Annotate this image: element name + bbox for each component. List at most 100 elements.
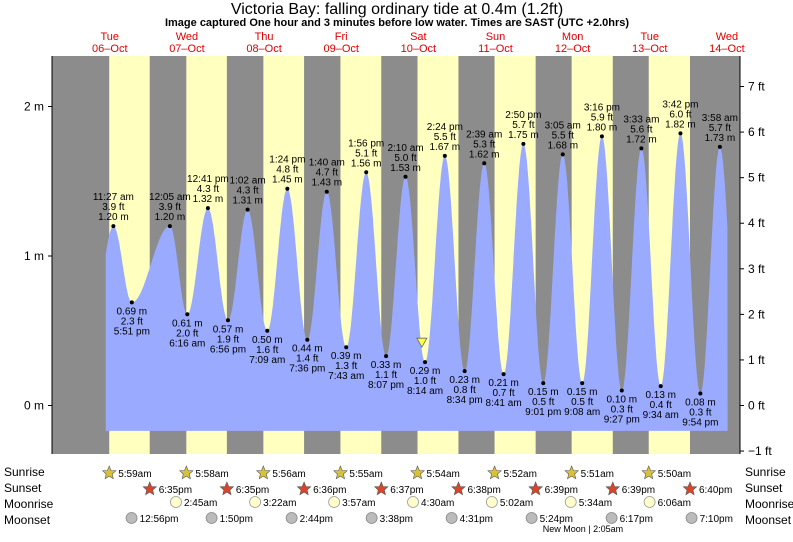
low-tide-time-21: 9:01 pm: [525, 407, 561, 418]
sunset-row-label-left: Sunset: [4, 481, 42, 495]
moonset-icon-5: [525, 512, 538, 524]
moonrise-time-6: 6:06am: [658, 498, 691, 509]
sunrise-row-label-right: Sunrise: [745, 465, 786, 479]
low-tide-feet-21: 0.5 ft: [532, 397, 554, 408]
sunset-icon-6: [605, 481, 621, 496]
low-tide-feet-17: 0.8 ft: [454, 385, 476, 396]
sunset-icon-3: [373, 481, 389, 496]
high-tide-feet-4: 4.3 ft: [197, 184, 219, 195]
moonrise-icon-5: [564, 496, 577, 508]
high-tide-point-6: [245, 207, 250, 212]
day-date-6: 12–Oct: [555, 43, 590, 55]
low-tide-metres-29: 0.08 m: [685, 398, 716, 409]
low-tide-metres-11: 0.39 m: [331, 351, 362, 362]
low-tide-metres-23: 0.15 m: [567, 387, 598, 398]
sunrise-time-3: 5:55am: [349, 469, 382, 480]
moonset-time-5: 5:24pm: [540, 514, 573, 525]
low-tide-metres-3: 0.61 m: [172, 318, 203, 329]
high-tide-time-20: 2:50 pm: [505, 110, 541, 121]
sunrise-icon-2: [255, 465, 271, 480]
moonset-icon-4: [445, 512, 458, 524]
high-tide-feet-18: 5.3 ft: [473, 139, 495, 150]
moonset-row-label-right: Moonset: [745, 513, 792, 527]
right-tick-label-5: 4 ft: [748, 216, 765, 230]
sunrise-time-2: 5:56am: [272, 469, 305, 480]
low-tide-metres-25: 0.10 m: [606, 395, 637, 406]
sunrise-time-4: 5:54am: [427, 469, 460, 480]
high-tide-point-30: [717, 144, 722, 149]
low-tide-point-29: [698, 391, 703, 396]
sunset-icon-7: [682, 481, 698, 496]
sunset-time-2: 6:36pm: [313, 485, 346, 496]
low-tide-point-21: [541, 381, 546, 386]
moonset-time-4: 4:31pm: [460, 514, 493, 525]
tide-area: [105, 133, 728, 431]
high-tide-metres-30: 1.73 m: [705, 133, 736, 144]
low-tide-feet-25: 0.3 ft: [611, 405, 633, 416]
high-tide-time-8: 1:24 pm: [269, 155, 305, 166]
low-tide-time-29: 9:54 pm: [682, 418, 718, 429]
low-tide-feet-11: 1.3 ft: [335, 361, 357, 372]
high-tide-metres-12: 1.56 m: [351, 158, 382, 169]
high-tide-metres-26: 1.72 m: [626, 134, 657, 145]
low-tide-metres-1: 0.69 m: [117, 306, 148, 317]
day-date-7: 13–Oct: [632, 43, 667, 55]
high-tide-time-10: 1:40 am: [309, 158, 345, 169]
moonset-time-6: 6:17pm: [620, 514, 653, 525]
moonset-time-1: 1:50pm: [220, 514, 253, 525]
moonset-icon-6: [605, 512, 618, 524]
low-tide-time-27: 9:34 am: [643, 410, 679, 421]
day-name-2: Thu: [255, 31, 274, 43]
high-tide-point-16: [442, 153, 447, 158]
moonset-icon-2: [285, 512, 298, 524]
day-name-4: Sat: [410, 31, 427, 43]
low-tide-feet-23: 0.5 ft: [571, 397, 593, 408]
extreme-labels: 11:27 am3.9 ft1.20 m0.69 m2.3 ft5:51 pm1…: [93, 99, 738, 428]
sunrise-row-label-left: Sunrise: [4, 465, 45, 479]
low-tide-feet-29: 0.3 ft: [689, 408, 711, 419]
low-tide-metres-9: 0.44 m: [292, 344, 323, 355]
low-tide-feet-7: 1.6 ft: [256, 345, 278, 356]
high-tide-point-14: [403, 174, 408, 179]
day-name-1: Wed: [176, 31, 198, 43]
low-tide-point-25: [619, 388, 624, 393]
high-tide-feet-6: 4.3 ft: [236, 186, 258, 197]
day-labels: Tue06–OctWed07–OctThu08–OctFri09–OctSat1…: [92, 31, 745, 55]
low-tide-time-11: 7:43 am: [328, 371, 364, 382]
high-tide-feet-2: 3.9 ft: [159, 202, 181, 213]
sunset-time-1: 6:35pm: [236, 485, 269, 496]
right-tick-label-6: 5 ft: [748, 171, 765, 185]
sunrise-time-1: 5:58am: [195, 469, 228, 480]
moonrise-icon-0: [170, 496, 182, 508]
high-tide-point-0: [111, 224, 116, 229]
high-tide-metres-22: 1.68 m: [547, 140, 578, 151]
right-tick-label-1: 0 ft: [748, 399, 765, 413]
sunset-time-6: 6:39pm: [622, 485, 655, 496]
sunset-icon-0: [142, 481, 158, 496]
moonset-time-0: 12:56pm: [140, 514, 179, 525]
high-tide-point-26: [639, 146, 644, 151]
day-name-5: Sun: [486, 31, 506, 43]
low-tide-point-15: [423, 360, 428, 365]
high-tide-feet-12: 5.1 ft: [355, 148, 377, 159]
sunset-row-label-right: Sunset: [745, 481, 783, 495]
sunset-icon-4: [451, 481, 466, 496]
high-tide-feet-8: 4.8 ft: [276, 165, 298, 176]
day-name-8: Wed: [716, 31, 738, 43]
low-tide-metres-21: 0.15 m: [528, 387, 559, 398]
low-tide-point-3: [185, 312, 190, 317]
left-tick-label-0: 0 m: [24, 399, 44, 413]
moonrise-time-1: 3:22am: [263, 498, 296, 509]
sunset-time-0: 6:35pm: [159, 485, 192, 496]
low-tide-time-17: 8:34 pm: [447, 395, 483, 406]
high-tide-time-2: 12:05 am: [149, 192, 191, 203]
high-tide-feet-0: 3.9 ft: [102, 202, 124, 213]
sunrise-icon-6: [564, 465, 580, 480]
low-tide-feet-9: 1.4 ft: [296, 354, 318, 365]
sunrise-time-0: 5:59am: [118, 469, 151, 480]
sunrise-icon-0: [101, 465, 117, 480]
high-tide-feet-28: 6.0 ft: [669, 109, 691, 120]
moonrise-icon-2: [328, 496, 341, 508]
moonrise-time-4: 5:02am: [500, 498, 533, 509]
